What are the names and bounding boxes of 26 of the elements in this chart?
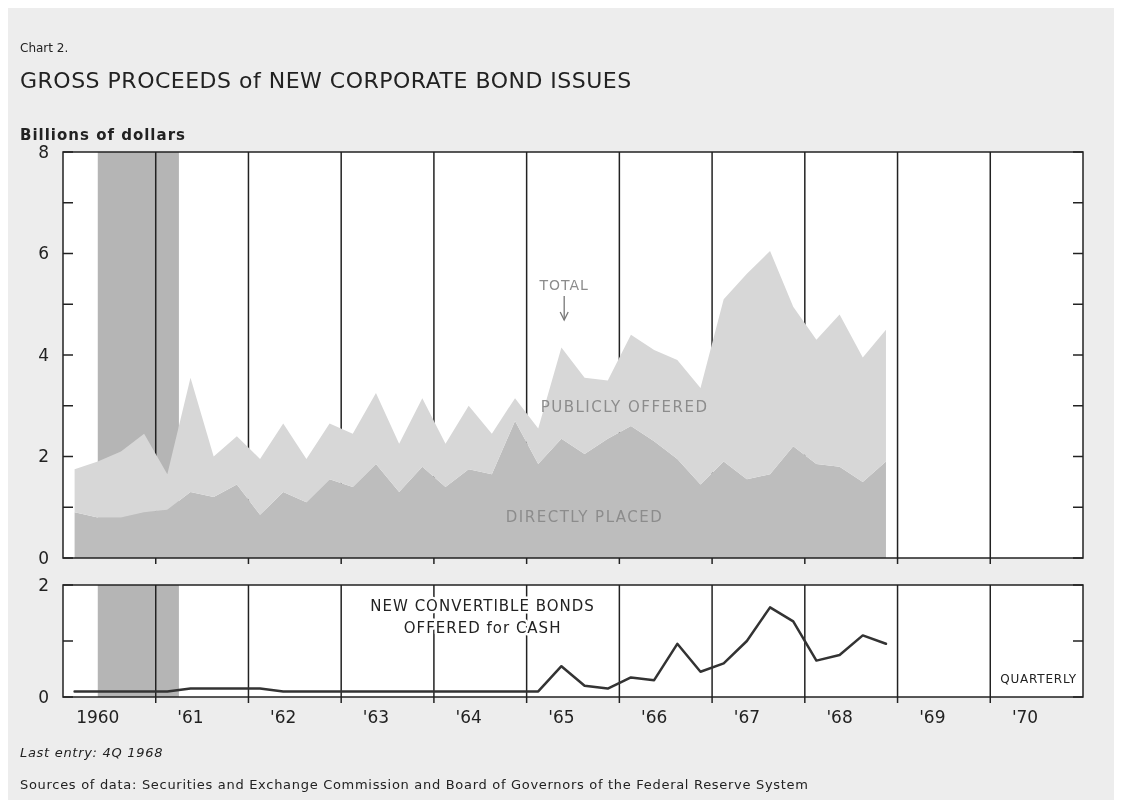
x-tick-label: '67 <box>733 707 761 727</box>
annotation: TOTAL <box>538 277 589 294</box>
caption: Chart 2. <box>20 41 69 55</box>
x-tick-label: '61 <box>177 707 204 727</box>
source-note: Sources of data: Securities and Exchange Commission and Board of Governors of the Federal Reserve System <box>20 777 809 792</box>
x-tick-label: '64 <box>455 707 482 727</box>
y-tick-label: 8 <box>38 141 49 162</box>
x-tick-label: '68 <box>826 707 853 727</box>
y-axis-title: Billions of dollars <box>20 126 186 144</box>
y-tick-label: 4 <box>38 344 49 365</box>
annotation: QUARTERLY <box>1000 672 1077 686</box>
x-tick-label: '62 <box>270 707 297 727</box>
series-label: PUBLICLY OFFERED <box>540 398 709 417</box>
y-tick-label: 0 <box>38 547 49 568</box>
x-tick-label: '70 <box>1011 707 1039 727</box>
x-tick-label: '63 <box>362 707 390 727</box>
text: Last entry: 4Q 1968 <box>20 745 164 760</box>
x-tick-label: '66 <box>640 707 668 727</box>
x-tick-label: '69 <box>919 707 946 727</box>
chart-title: GROSS PROCEEDS of NEW CORPORATE BOND ISSUES <box>20 68 632 93</box>
y-tick-label: 2 <box>38 446 49 467</box>
y-tick-label: 0 <box>38 686 49 707</box>
y-tick-label: 2 <box>38 574 49 595</box>
x-tick-label: '65 <box>548 707 575 727</box>
y-tick-label: 6 <box>38 243 49 264</box>
x-tick-label: 1960 <box>76 707 120 727</box>
